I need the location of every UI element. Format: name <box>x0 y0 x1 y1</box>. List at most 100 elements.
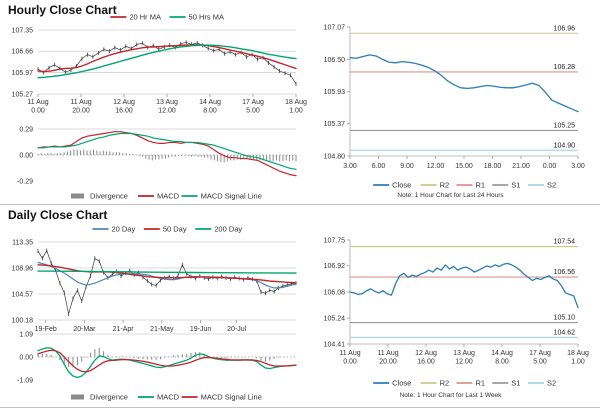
svg-text:11 Aug: 11 Aug <box>27 99 48 106</box>
svg-text:21.00: 21.00 <box>512 163 530 170</box>
svg-text:19-Feb: 19-Feb <box>35 326 57 333</box>
svg-text:100.18: 100.18 <box>12 317 34 324</box>
svg-text:113.35: 113.35 <box>12 239 33 246</box>
svg-text:Divergence: Divergence <box>90 192 128 201</box>
svg-text:16.00: 16.00 <box>115 108 133 115</box>
svg-text:17 Aug: 17 Aug <box>529 350 551 357</box>
svg-text:20 Day: 20 Day <box>111 225 135 234</box>
svg-text:1.09: 1.09 <box>19 331 33 338</box>
svg-text:106.66: 106.66 <box>12 49 34 56</box>
svg-text:0.00: 0.00 <box>343 359 357 366</box>
svg-text:20-Mar: 20-Mar <box>73 326 96 333</box>
svg-text:16.00: 16.00 <box>417 359 435 366</box>
section-divider <box>0 204 600 205</box>
svg-text:R1: R1 <box>475 181 485 190</box>
svg-text:106.96: 106.96 <box>554 25 576 32</box>
svg-text:S1: S1 <box>511 181 520 190</box>
svg-text:Close: Close <box>392 379 411 388</box>
svg-text:20 Hr MA: 20 Hr MA <box>129 13 161 22</box>
svg-text:105.10: 105.10 <box>554 315 576 322</box>
svg-text:S1: S1 <box>511 379 520 388</box>
svg-text:105.97: 105.97 <box>12 70 34 77</box>
svg-text:8.00: 8.00 <box>495 359 509 366</box>
pivot-24h-note: Note: 1 Hour Chart for Last 24 Hours <box>397 192 504 199</box>
pivot-1w-chart: 107.75 106.92 106.08 105.24 104.41 11 Aug 0.00… <box>324 237 589 388</box>
svg-text:Close: Close <box>392 181 411 190</box>
svg-text:0.00: 0.00 <box>31 108 45 115</box>
svg-text:107.07: 107.07 <box>324 24 346 31</box>
svg-text:15.00: 15.00 <box>455 163 473 170</box>
bottom-divider <box>0 407 600 408</box>
svg-text:12.00: 12.00 <box>455 359 473 366</box>
svg-text:5.00: 5.00 <box>246 108 260 115</box>
svg-text:108.96: 108.96 <box>12 265 34 272</box>
svg-text:105.93: 105.93 <box>324 89 346 96</box>
svg-text:MACD Signal Line: MACD Signal Line <box>201 192 262 201</box>
svg-text:12.00: 12.00 <box>158 108 176 115</box>
daily-macd-chart: 1.09 0.00 -1.09 Divergence MACD MACD Signal L… <box>17 331 297 402</box>
svg-text:105.27: 105.27 <box>12 91 34 98</box>
svg-text:104.80: 104.80 <box>324 153 346 160</box>
svg-text:1.00: 1.00 <box>571 359 585 366</box>
svg-text:18 Aug: 18 Aug <box>567 350 589 357</box>
svg-text:13 Aug: 13 Aug <box>453 350 475 357</box>
svg-text:104.90: 104.90 <box>554 142 576 149</box>
svg-text:106.50: 106.50 <box>324 57 346 64</box>
svg-text:8.00: 8.00 <box>203 108 217 115</box>
svg-text:106.56: 106.56 <box>554 269 576 276</box>
svg-text:Divergence: Divergence <box>90 393 128 402</box>
pivot-24h-chart: 107.07 106.50 105.93 105.37 104.80 3.00 6.00 9.… <box>324 24 585 190</box>
svg-text:106.92: 106.92 <box>324 263 346 270</box>
svg-text:6.00: 6.00 <box>372 163 386 170</box>
svg-text:17 Aug: 17 Aug <box>242 99 264 106</box>
svg-text:R2: R2 <box>440 181 450 190</box>
svg-text:105.24: 105.24 <box>324 316 346 323</box>
svg-text:-1.09: -1.09 <box>17 377 33 384</box>
svg-text:105.37: 105.37 <box>324 121 346 128</box>
svg-text:5.00: 5.00 <box>533 359 547 366</box>
svg-text:50 Hrs MA: 50 Hrs MA <box>189 13 224 22</box>
svg-text:107.35: 107.35 <box>12 27 34 34</box>
hourly-macd-chart: 0.29 0.00 -0.29 Divergence MACD MACD Signal L… <box>17 126 297 201</box>
svg-text:104.57: 104.57 <box>12 291 34 298</box>
svg-text:9.00: 9.00 <box>400 163 414 170</box>
svg-text:106.28: 106.28 <box>554 64 576 71</box>
svg-text:13 Aug: 13 Aug <box>156 99 178 106</box>
svg-text:11 Aug: 11 Aug <box>339 350 360 357</box>
svg-text:18.00: 18.00 <box>484 163 502 170</box>
svg-text:106.08: 106.08 <box>324 289 346 296</box>
svg-text:104.41: 104.41 <box>324 341 346 348</box>
svg-text:20-Jul: 20-Jul <box>227 326 247 333</box>
svg-text:20.00: 20.00 <box>379 359 397 366</box>
svg-text:0.29: 0.29 <box>19 126 33 133</box>
svg-text:107.75: 107.75 <box>324 237 346 244</box>
svg-text:S2: S2 <box>547 181 556 190</box>
svg-text:MACD: MACD <box>157 393 180 402</box>
svg-text:104.62: 104.62 <box>554 329 576 336</box>
svg-text:50 Day: 50 Day <box>163 225 187 234</box>
svg-text:R1: R1 <box>475 379 485 388</box>
svg-text:MACD: MACD <box>157 192 180 201</box>
svg-text:11 Aug: 11 Aug <box>70 99 91 106</box>
svg-text:S2: S2 <box>547 379 556 388</box>
hourly-chart-title: Hourly Close Chart <box>8 3 117 17</box>
daily-chart-title: Daily Close Chart <box>8 208 108 222</box>
svg-text:20.00: 20.00 <box>72 108 90 115</box>
svg-text:14 Aug: 14 Aug <box>199 99 221 106</box>
svg-text:12.00: 12.00 <box>427 163 445 170</box>
svg-text:MACD Signal Line: MACD Signal Line <box>201 393 262 402</box>
svg-text:12 Aug: 12 Aug <box>415 350 437 357</box>
svg-text:11 Aug: 11 Aug <box>377 350 398 357</box>
svg-text:R2: R2 <box>440 379 450 388</box>
svg-text:-0.29: -0.29 <box>17 178 33 185</box>
svg-text:107.54: 107.54 <box>554 239 576 246</box>
svg-text:0.00: 0.00 <box>19 152 33 159</box>
svg-text:12 Aug: 12 Aug <box>113 99 135 106</box>
svg-text:21-Apr: 21-Apr <box>113 326 135 333</box>
svg-text:18 Aug: 18 Aug <box>285 99 307 106</box>
svg-text:3.00: 3.00 <box>571 163 585 170</box>
svg-text:200 Day: 200 Day <box>214 225 242 234</box>
svg-text:105.25: 105.25 <box>554 122 576 129</box>
